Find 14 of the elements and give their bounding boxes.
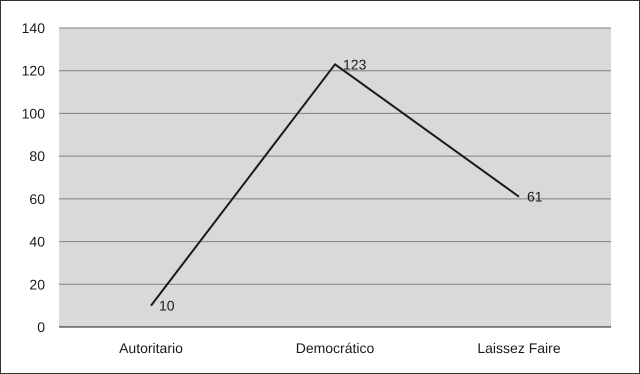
y-tick-label: 20 bbox=[29, 276, 46, 292]
y-tick-label: 140 bbox=[22, 20, 46, 36]
x-tick-label: Autoritario bbox=[119, 340, 184, 356]
y-tick-label: 100 bbox=[22, 105, 46, 122]
y-tick-label: 0 bbox=[37, 318, 46, 335]
y-tick-label: 120 bbox=[22, 62, 46, 79]
data-label: 123 bbox=[343, 56, 367, 72]
x-tick-label: Laissez Faire bbox=[477, 340, 561, 356]
x-tick-label: Democrático bbox=[296, 340, 374, 356]
data-label: 61 bbox=[527, 188, 543, 205]
y-tick-label: 80 bbox=[29, 148, 46, 164]
y-tick-label: 40 bbox=[29, 234, 46, 250]
data-label: 10 bbox=[159, 298, 175, 314]
y-tick-label: 60 bbox=[29, 190, 46, 207]
